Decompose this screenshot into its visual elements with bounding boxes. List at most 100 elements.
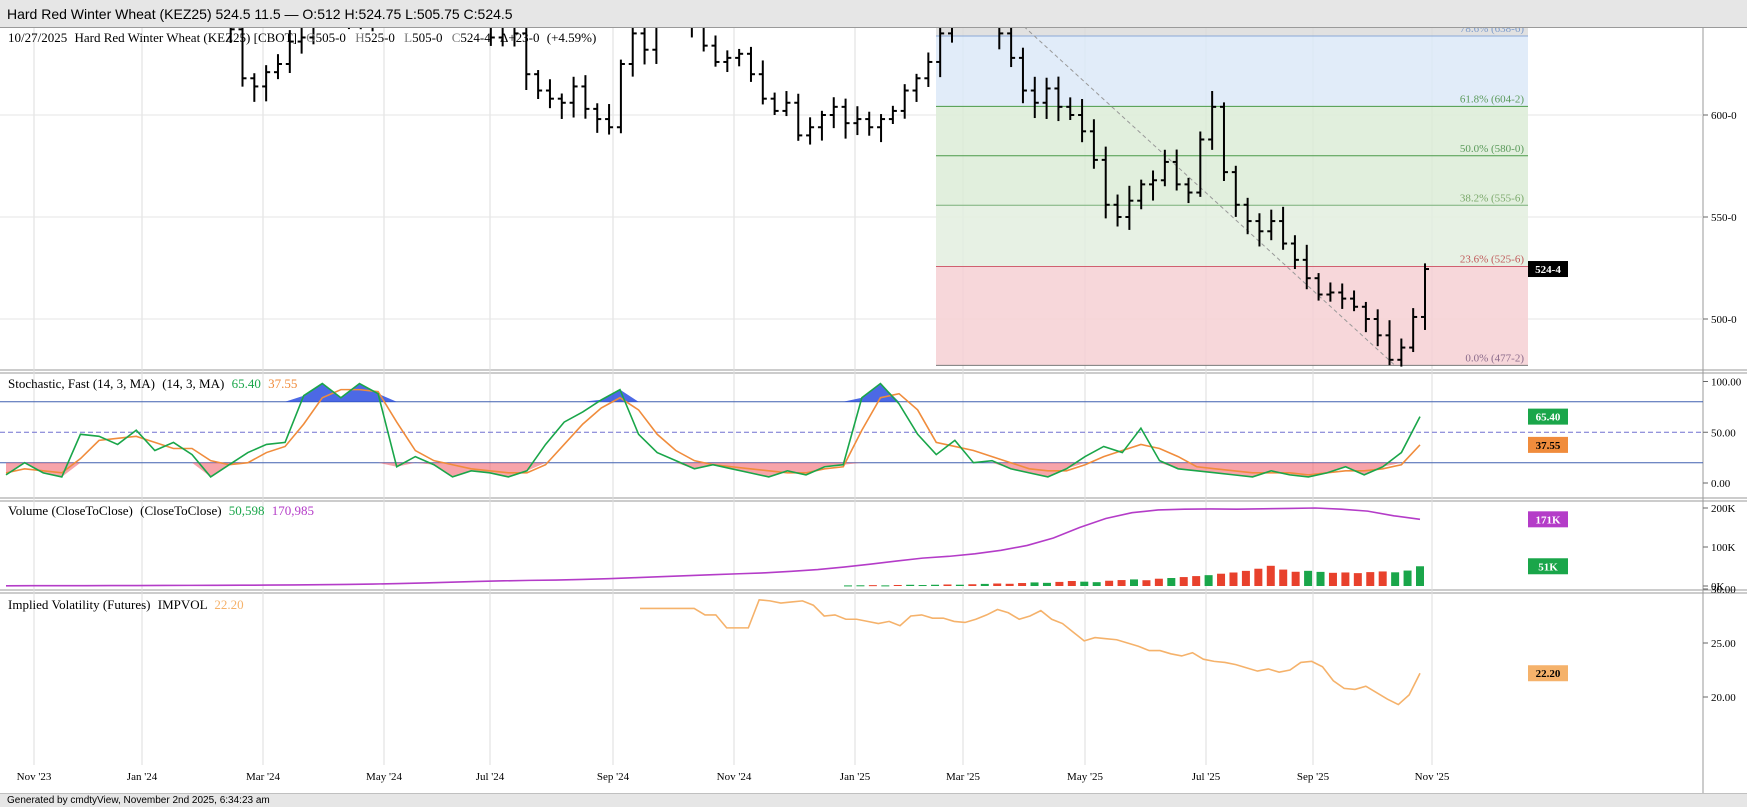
volume-bar xyxy=(1192,576,1201,586)
volume-name: Volume (CloseToClose) xyxy=(8,503,133,518)
window-title: Hard Red Winter Wheat (KEZ25) 524.5 11.5… xyxy=(7,6,513,22)
price-tick-label: 500-0 xyxy=(1711,314,1737,326)
volume-bar xyxy=(844,585,852,587)
volume-bar xyxy=(1391,572,1400,586)
volume-bar xyxy=(1316,571,1325,586)
stoch-k-badge-label: 65.40 xyxy=(1536,412,1561,424)
volume-bar xyxy=(1229,572,1238,586)
legend-date: 10/27/2025 xyxy=(8,30,67,45)
volume-value-badge-label: 51K xyxy=(1538,561,1558,573)
fib-level-label: 78.6% (638-6) xyxy=(1460,28,1524,35)
volume-bar xyxy=(1403,570,1412,586)
fib-level-label: 38.2% (555-6) xyxy=(1460,192,1524,204)
axes: Nov '23 Jan '24 Mar '24 May '24 Jul '24 Sep '… xyxy=(17,110,1742,783)
x-tick-label: Jul '25 xyxy=(1192,771,1221,783)
fib-zone xyxy=(936,28,1528,36)
footer-text: Generated by cmdtyView, November 2nd 202… xyxy=(7,795,270,806)
stochastic-params: (14, 3, MA) xyxy=(162,376,224,391)
legend-close: 524-4 xyxy=(460,30,491,45)
volume-bar xyxy=(1042,582,1051,586)
volume-bar xyxy=(868,585,877,587)
stoch-tick-label: 100.00 xyxy=(1711,377,1742,389)
price-panel: 524-4 xyxy=(229,28,1568,367)
x-tick-label: Jul '24 xyxy=(476,771,505,783)
volume-bar xyxy=(1304,570,1313,586)
volume-bar xyxy=(1005,583,1014,586)
volume-bar xyxy=(1241,570,1250,586)
volume-avg-value: 170,985 xyxy=(272,503,314,518)
volume-bar xyxy=(1092,582,1101,586)
volume-bar xyxy=(1279,569,1288,586)
volume-bar xyxy=(993,583,1002,586)
iv-params: IMPVOL xyxy=(158,597,208,612)
x-tick-label: Mar '24 xyxy=(246,771,281,783)
x-tick-label: Jan '25 xyxy=(840,771,871,783)
volume-bar xyxy=(856,585,865,587)
implied-volatility-panel: 22.20 xyxy=(640,598,1568,706)
iv-badge-label: 22.20 xyxy=(1536,668,1561,680)
volume-bar xyxy=(1130,579,1138,586)
volume-legend: Volume (CloseToClose) (CloseToClose) 50,… xyxy=(8,503,314,518)
iv-tick-label: 25.00 xyxy=(1711,638,1736,650)
volume-avg-badge-label: 171K xyxy=(1535,514,1561,526)
volume-bar xyxy=(1167,578,1176,586)
volume-bar xyxy=(1416,566,1424,586)
fib-zone xyxy=(936,35,1528,107)
iv-tick-label: 20.00 xyxy=(1711,692,1736,704)
stochastic-panel: 65.40 37.55 xyxy=(0,382,1703,478)
volume-bar xyxy=(893,584,902,586)
stochastic-d-value: 37.55 xyxy=(268,376,297,391)
volume-bar xyxy=(931,584,940,586)
chart-area[interactable]: 100.0% (682-6)78.6% (638-6)61.8% (604-2)… xyxy=(0,28,1747,793)
volume-value-badge xyxy=(1528,558,1568,575)
volume-avg-badge xyxy=(1528,511,1568,528)
volume-bar xyxy=(980,583,989,586)
x-tick-label: May '24 xyxy=(366,771,402,783)
fib-level-label: 0.0% (477-2) xyxy=(1465,352,1524,364)
volume-bar xyxy=(968,584,977,586)
volume-bar xyxy=(1055,581,1064,586)
price-legend: 10/27/2025 Hard Red Winter Wheat (KEZ25)… xyxy=(8,30,596,45)
fib-zone xyxy=(936,155,1528,206)
volume-bar xyxy=(1328,572,1337,586)
volume-bar xyxy=(918,585,927,587)
legend-low-prefix: L xyxy=(404,30,412,45)
iv-value: 22.20 xyxy=(214,597,243,612)
iv-legend: Implied Volatility (Futures) IMPVOL 22.2… xyxy=(8,597,244,612)
legend-close-prefix: C xyxy=(452,30,461,45)
volume-bar xyxy=(1142,580,1151,586)
iv-badge xyxy=(1528,665,1568,682)
volume-bar xyxy=(1266,565,1275,586)
fibonacci-retracement: 100.0% (682-6)78.6% (638-6)61.8% (604-2)… xyxy=(936,28,1528,366)
last-price-badge xyxy=(1528,261,1568,278)
volume-value: 50,598 xyxy=(229,503,265,518)
stoch-k-badge xyxy=(1528,408,1568,425)
footer-bar: Generated by cmdtyView, November 2nd 202… xyxy=(0,793,1747,807)
volume-bar xyxy=(1291,571,1300,586)
stoch-overbought-fill xyxy=(6,383,1420,402)
volume-bar xyxy=(1254,568,1263,586)
volume-bar xyxy=(1018,583,1027,586)
stoch-k-line xyxy=(5,382,1421,478)
volume-bar xyxy=(1217,573,1226,586)
volume-bar xyxy=(1030,582,1039,586)
x-tick-label: Nov '25 xyxy=(1415,771,1450,783)
last-price-label: 524-4 xyxy=(1535,264,1561,276)
volume-average-line xyxy=(5,507,1421,587)
legend-open: 505-0 xyxy=(316,30,346,45)
x-tick-label: May '25 xyxy=(1067,771,1103,783)
stochastic-k-value: 65.40 xyxy=(232,376,261,391)
fib-level-label: 50.0% (580-0) xyxy=(1460,143,1524,155)
fib-level-label: 61.8% (604-2) xyxy=(1460,93,1524,105)
x-tick-label: Sep '25 xyxy=(1297,771,1330,783)
fib-zone xyxy=(936,205,1528,267)
stochastic-name: Stochastic, Fast (14, 3, MA) xyxy=(8,376,155,391)
fib-zone xyxy=(936,106,1528,156)
stoch-tick-label: 50.00 xyxy=(1711,427,1736,439)
volume-panel: 171K 51K xyxy=(5,507,1568,587)
volume-bar xyxy=(1105,580,1114,586)
iv-line xyxy=(640,598,1421,706)
volume-bar xyxy=(1117,580,1126,586)
volume-bar xyxy=(881,585,890,587)
fib-zone xyxy=(936,266,1528,366)
